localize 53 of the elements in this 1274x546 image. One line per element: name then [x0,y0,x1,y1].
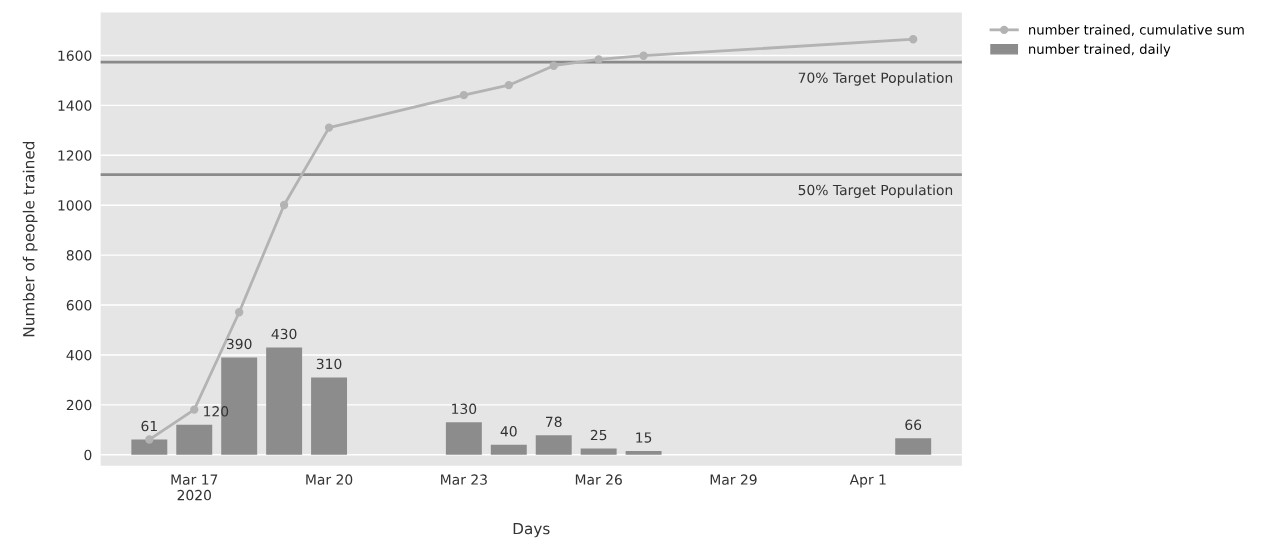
y-tick-label: 800 [66,250,92,261]
data-label: 310 [316,358,342,370]
point [639,51,648,60]
point [190,405,199,414]
point [235,308,244,317]
y-tick-label: 0 [84,449,92,461]
bar [580,448,617,455]
point [549,61,558,70]
point [504,81,513,90]
data-label: 390 [226,338,252,350]
ref-line-label: 70% Target Population [798,72,953,86]
x-tick-label: Mar 20 [306,474,353,485]
bar [895,438,932,455]
data-label: 120 [204,406,229,417]
bar [445,422,482,455]
point [594,55,603,64]
x-tick-label: Mar 26 [575,474,622,485]
bar [311,377,348,455]
y-tick-label: 400 [66,349,92,361]
data-label: 40 [500,426,517,437]
data-label: 61 [141,420,157,432]
ref-line-label: 50% Target Population [798,184,953,198]
y-tick-label: 1400 [58,100,92,111]
data-label: 25 [590,429,607,441]
data-label: 130 [452,403,477,415]
point [909,35,918,44]
y-tick-label: 1600 [58,50,92,61]
bar [266,347,303,455]
point [279,200,289,210]
data-label: 66 [905,419,922,431]
y-axis-title: Number of people trained [22,141,38,337]
y-tick-label: 600 [66,300,92,311]
legend-label: number trained, cumulative sum [1029,24,1244,36]
x-tick-label: Mar 29 [710,474,757,485]
legend-label: number trained, daily [1029,43,1171,57]
bar [625,451,662,455]
y-tick-label: 1200 [58,150,92,161]
point [145,435,154,444]
x-tick-label: Mar 23 [441,474,487,485]
data-label: 430 [271,328,297,340]
x-tick-label: Mar 17 2020 [171,474,218,501]
data-label: 78 [546,416,562,428]
point [324,123,334,132]
bar [131,439,168,455]
bar [490,444,527,455]
y-tick-label: 200 [66,399,92,411]
point [459,90,469,100]
y-tick-label: 1000 [58,200,92,211]
x-axis-title: Days [513,522,550,538]
bar [535,435,572,455]
bar [176,424,213,455]
x-tick-label: Apr 1 [849,474,886,488]
data-label: 15 [636,432,652,443]
